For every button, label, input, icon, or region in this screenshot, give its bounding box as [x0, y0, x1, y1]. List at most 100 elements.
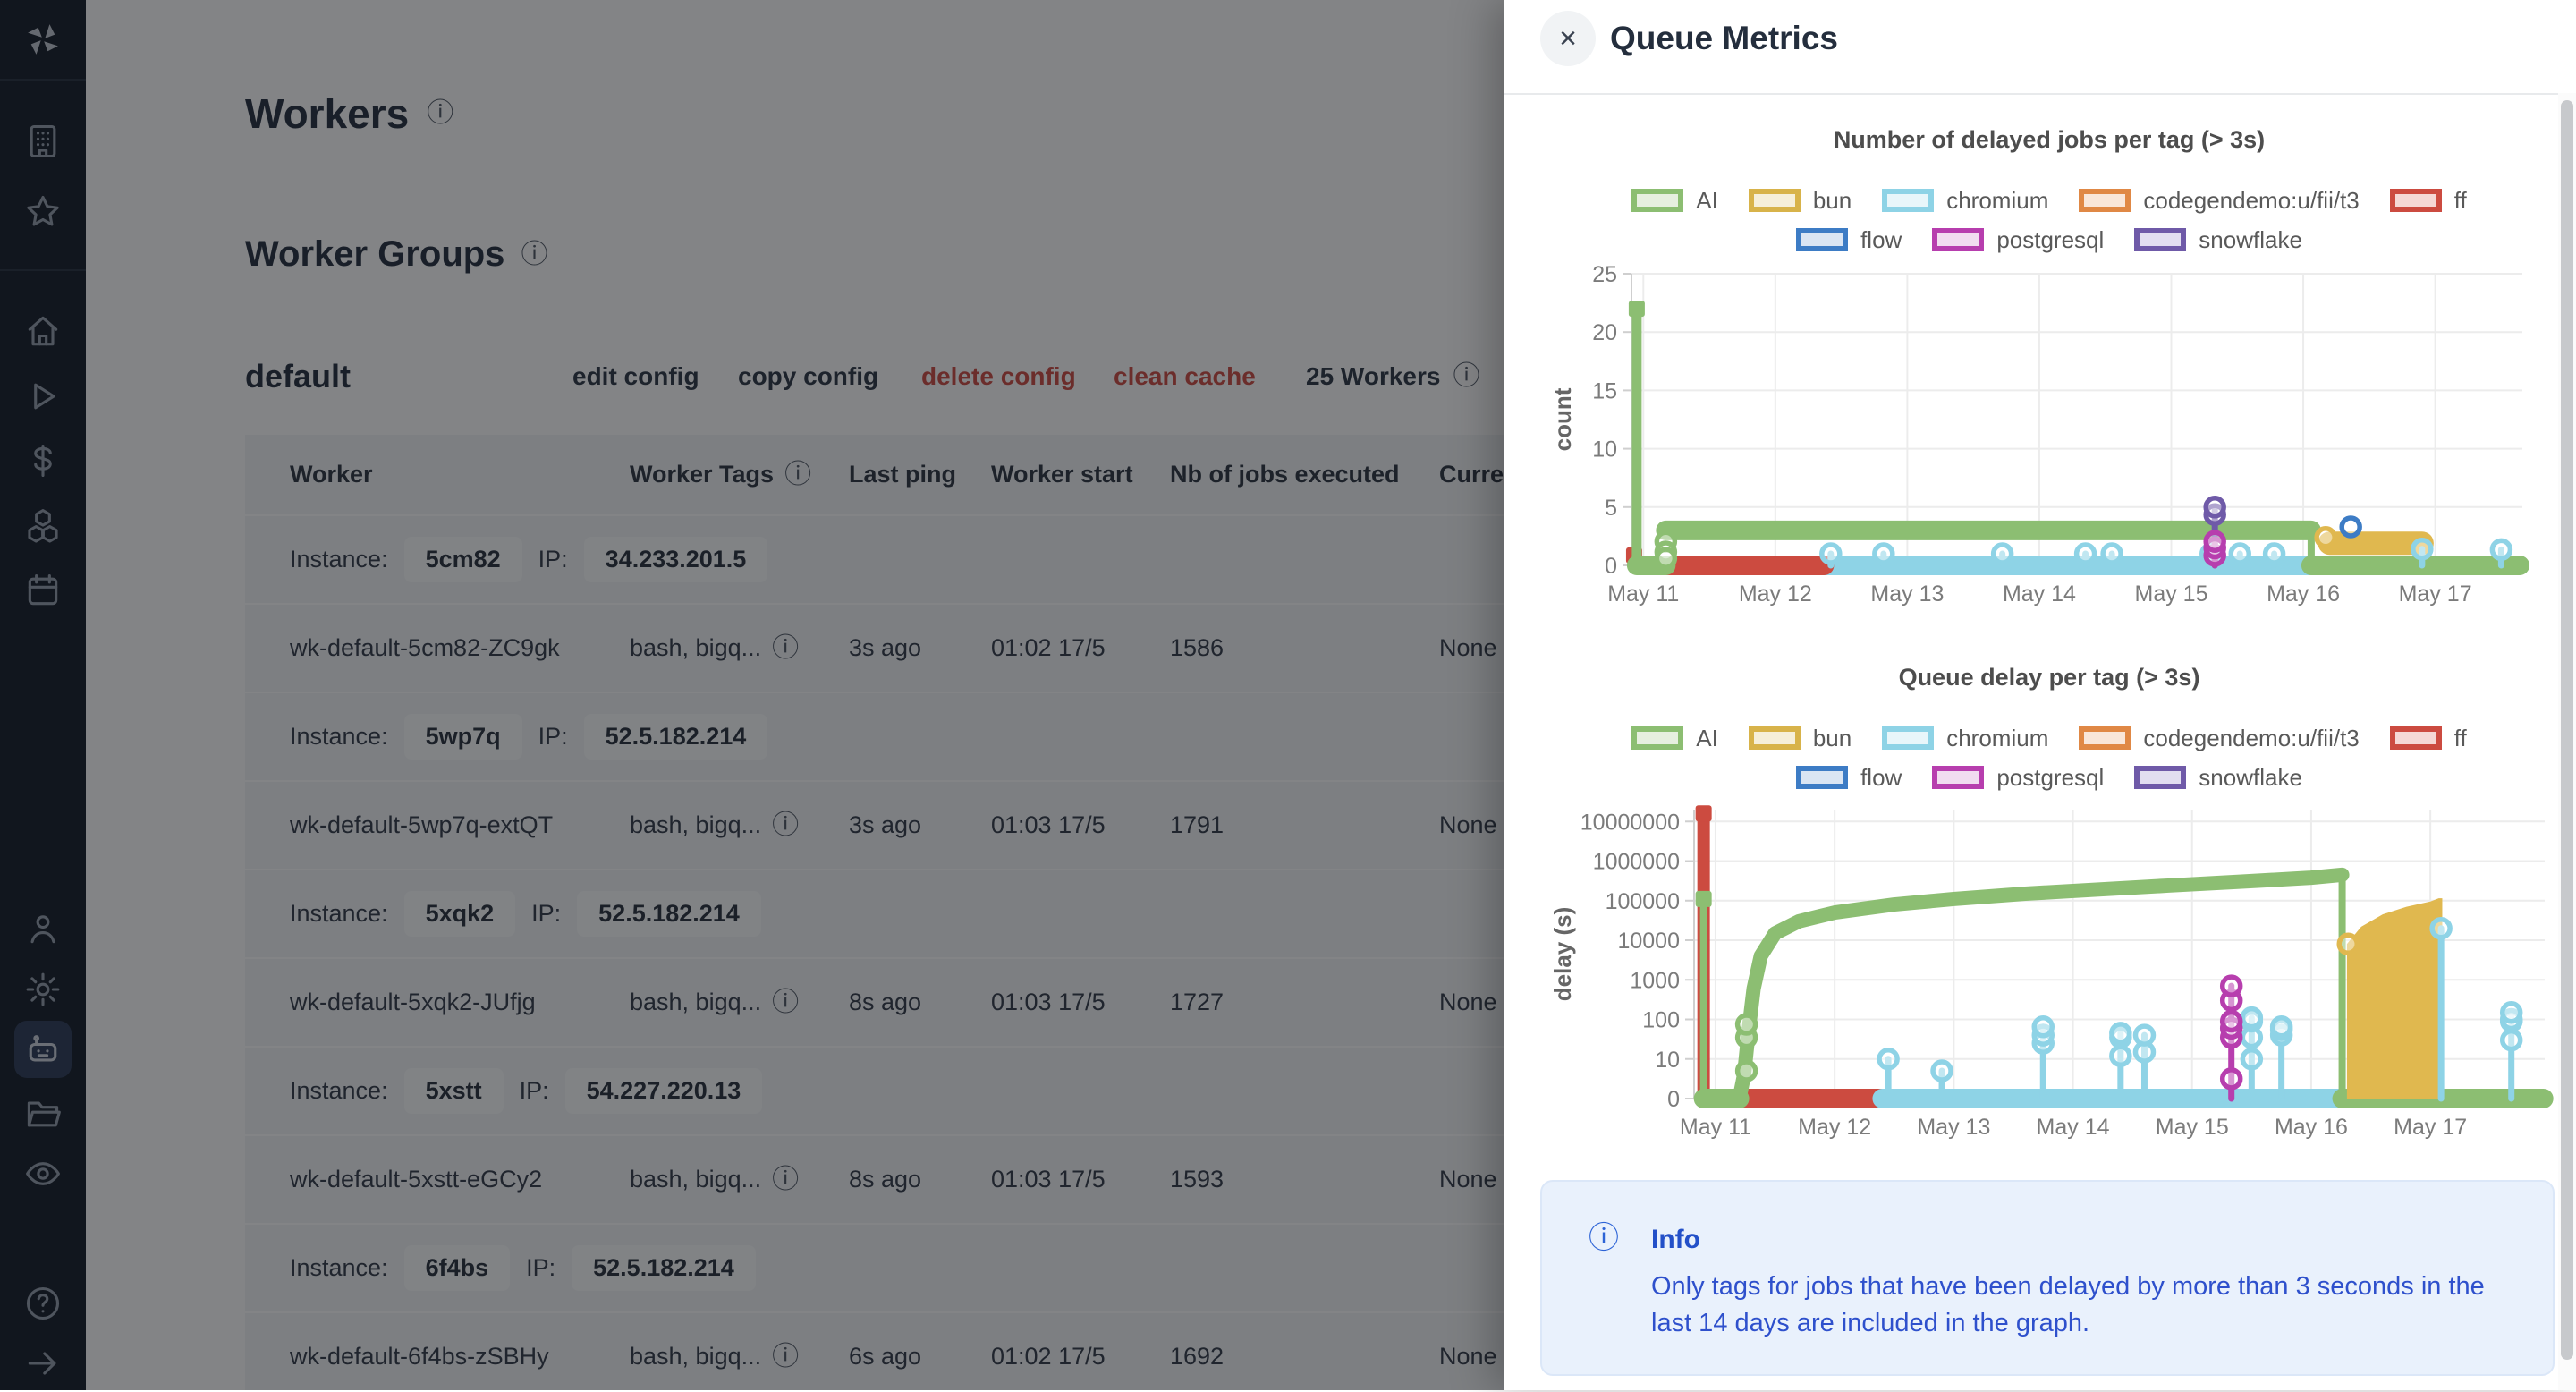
- legend-item[interactable]: flow: [1796, 226, 1902, 254]
- legend-label: snowflake: [2199, 763, 2302, 791]
- svg-text:May 15: May 15: [2156, 1115, 2229, 1140]
- svg-text:10: 10: [1655, 1048, 1680, 1073]
- legend-swatch: [1631, 726, 1684, 750]
- svg-text:May 15: May 15: [2135, 581, 2208, 607]
- delayed-jobs-plot: 0 5 10 15 20 25 May 11 May 12 May 13 May 14 May 15…: [1549, 262, 2530, 607]
- close-icon[interactable]: ×: [1540, 11, 1596, 66]
- legend-swatch: [1748, 726, 1801, 750]
- chart-legend-row-2: flow postgresql snowflake: [1544, 220, 2555, 259]
- svg-text:10: 10: [1592, 437, 1617, 463]
- svg-text:100: 100: [1642, 1008, 1680, 1033]
- legend-label: codegendemo:u/fii/t3: [2143, 724, 2360, 751]
- svg-text:May 16: May 16: [2275, 1115, 2348, 1140]
- svg-text:20: 20: [1592, 320, 1617, 345]
- legend-item[interactable]: ff: [2389, 724, 2467, 752]
- info-banner-text: Only tags for jobs that have been delaye…: [1651, 1272, 2485, 1337]
- svg-text:May 17: May 17: [2399, 581, 2472, 607]
- svg-text:1000: 1000: [1630, 968, 1680, 993]
- chart-title: Queue delay per tag (> 3s): [1898, 664, 2200, 691]
- svg-text:May 14: May 14: [2037, 1115, 2110, 1140]
- legend-item[interactable]: postgresql: [1932, 764, 2104, 792]
- legend-label: codegendemo:u/fii/t3: [2143, 186, 2360, 214]
- legend-item[interactable]: codegendemo:u/fii/t3: [2079, 186, 2360, 215]
- legend-label: postgresql: [1996, 763, 2105, 791]
- info-banner: ⓘ Info Only tags for jobs that have been…: [1540, 1180, 2555, 1376]
- delayed-jobs-chart: Number of delayed jobs per tag (> 3s) AI…: [1544, 120, 2555, 617]
- queue-metrics-drawer: × Queue Metrics Number of delayed jobs p…: [1504, 0, 2576, 1390]
- legend-item[interactable]: ff: [2389, 186, 2467, 215]
- drawer-scrollbar[interactable]: [2558, 93, 2576, 1390]
- legend-item[interactable]: AI: [1631, 725, 1718, 752]
- legend-item[interactable]: AI: [1631, 187, 1718, 215]
- legend-label: AI: [1696, 186, 1718, 214]
- svg-text:1000000: 1000000: [1593, 850, 1680, 875]
- chart-legend-row-1: AI bun chromium codegendemo:u/fii/t3 ff: [1544, 181, 2555, 220]
- legend-swatch: [2389, 189, 2442, 212]
- svg-text:100000: 100000: [1606, 889, 1680, 914]
- chart-legend-row-1: AI bun chromium codegendemo:u/fii/t3 ff: [1544, 718, 2555, 758]
- legend-label: postgresql: [1996, 225, 2105, 253]
- legend-label: flow: [1860, 763, 1902, 791]
- info-banner-title: Info: [1651, 1225, 1700, 1254]
- svg-text:10000: 10000: [1617, 929, 1680, 954]
- svg-text:10000000: 10000000: [1580, 810, 1680, 835]
- legend-swatch: [1631, 189, 1684, 212]
- legend-label: AI: [1696, 724, 1718, 751]
- legend-item[interactable]: bun: [1748, 186, 1852, 215]
- legend-item[interactable]: codegendemo:u/fii/t3: [2079, 724, 2360, 752]
- legend-swatch: [2079, 726, 2131, 750]
- legend-swatch: [2079, 189, 2131, 212]
- chart-legend-row-2: flow postgresql snowflake: [1544, 758, 2555, 797]
- legend-label: chromium: [1946, 186, 2049, 214]
- svg-text:count: count: [1549, 387, 1576, 451]
- legend-swatch: [2389, 726, 2442, 750]
- svg-text:May 13: May 13: [1917, 1115, 1990, 1140]
- modal-overlay[interactable]: [0, 0, 1504, 1390]
- svg-text:May 14: May 14: [2003, 581, 2076, 607]
- queue-delay-chart: Queue delay per tag (> 3s) AI bun chromium…: [1544, 658, 2555, 1155]
- legend-swatch: [1748, 189, 1801, 212]
- legend-swatch: [1796, 766, 1849, 789]
- svg-text:May 16: May 16: [2267, 581, 2340, 607]
- legend-swatch: [1882, 726, 1935, 750]
- svg-text:15: 15: [1592, 378, 1617, 403]
- legend-swatch: [1796, 228, 1849, 251]
- svg-text:delay (s): delay (s): [1549, 907, 1576, 1002]
- legend-label: bun: [1812, 724, 1852, 751]
- svg-text:May 11: May 11: [1607, 581, 1679, 607]
- legend-item[interactable]: snowflake: [2134, 764, 2302, 792]
- legend-swatch: [2134, 228, 2187, 251]
- legend-swatch: [1932, 766, 1985, 789]
- scrollbar-thumb[interactable]: [2561, 100, 2573, 1360]
- svg-text:May 11: May 11: [1680, 1115, 1751, 1140]
- queue-delay-plot: 0 10 100 1000 10000 100000 1000000 10000000 May …: [1549, 805, 2554, 1140]
- legend-item[interactable]: flow: [1796, 764, 1902, 792]
- legend-swatch: [1882, 189, 1935, 212]
- legend-label: snowflake: [2199, 225, 2302, 253]
- legend-item[interactable]: chromium: [1882, 187, 2048, 215]
- svg-text:May 13: May 13: [1870, 581, 1944, 607]
- legend-item[interactable]: postgresql: [1932, 226, 2104, 254]
- legend-label: ff: [2453, 186, 2467, 214]
- svg-text:25: 25: [1592, 262, 1617, 287]
- legend-label: ff: [2453, 724, 2467, 751]
- svg-text:May 12: May 12: [1739, 581, 1812, 607]
- info-icon: ⓘ: [1589, 1221, 1619, 1255]
- chart-title: Number of delayed jobs per tag (> 3s): [1833, 126, 2266, 153]
- svg-text:0: 0: [1667, 1087, 1680, 1112]
- legend-item[interactable]: snowflake: [2134, 226, 2302, 254]
- svg-text:May 17: May 17: [2394, 1115, 2467, 1140]
- legend-label: flow: [1860, 225, 1902, 253]
- legend-label: chromium: [1946, 724, 2049, 751]
- legend-item[interactable]: chromium: [1882, 725, 2048, 752]
- legend-swatch: [1932, 228, 1985, 251]
- legend-swatch: [2134, 766, 2187, 789]
- svg-text:0: 0: [1605, 554, 1617, 579]
- drawer-title: Queue Metrics: [1610, 20, 1838, 56]
- drawer-divider: [1504, 93, 2576, 95]
- svg-text:5: 5: [1605, 496, 1617, 521]
- legend-item[interactable]: bun: [1748, 724, 1852, 752]
- legend-label: bun: [1812, 186, 1852, 214]
- svg-text:May 12: May 12: [1798, 1115, 1871, 1140]
